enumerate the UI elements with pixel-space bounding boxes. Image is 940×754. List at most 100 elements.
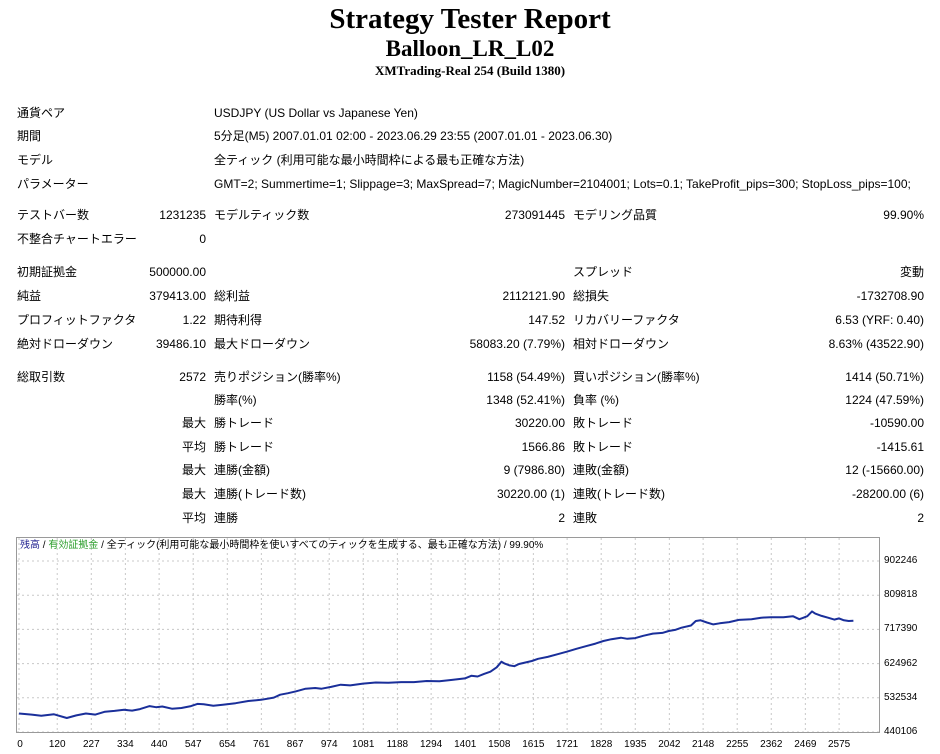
- average-loss-label: 敗トレード: [573, 440, 634, 454]
- x-tick-label: 1188: [386, 739, 409, 750]
- errors-value: 0: [199, 232, 206, 246]
- x-tick-label: 2042: [658, 739, 681, 750]
- short-positions-label: 売りポジション(勝率%): [214, 370, 341, 384]
- y-tick-label: 440106: [884, 726, 918, 737]
- largest-profit-label: 勝トレード: [214, 416, 275, 430]
- x-tick-label: 547: [184, 739, 202, 750]
- bars-value: 1231235: [159, 208, 206, 222]
- max-consec-wins-value: 9 (7986.80): [503, 463, 565, 477]
- report-title: Strategy Tester Report: [329, 3, 611, 35]
- short-positions-value: 1158 (54.49%): [487, 370, 565, 384]
- x-tick-label: 974: [320, 739, 338, 750]
- max-consec-profit-label: 連勝(トレード数): [214, 487, 306, 501]
- x-tick-label: 1828: [590, 739, 613, 750]
- x-tick-label: 1294: [420, 739, 443, 750]
- x-tick-label: 1935: [624, 739, 647, 750]
- x-tick-label: 0: [17, 739, 23, 750]
- y-tick-label: 532534: [884, 691, 918, 703]
- y-tick-label: 809818: [884, 589, 918, 601]
- avg-consec-wins-value: 2: [558, 511, 565, 525]
- avg-consec-wins-label: 連勝: [214, 511, 239, 525]
- symbol-label: 通貨ペア: [17, 106, 66, 120]
- x-tick-label: 2469: [794, 739, 817, 750]
- legend-balance: 残高: [20, 540, 40, 551]
- long-positions-value: 1414 (50.71%): [845, 370, 924, 384]
- legend-separator-1: /: [40, 540, 49, 551]
- quality-value: 99.90%: [883, 208, 924, 222]
- y-tick-label: 902246: [884, 555, 918, 566]
- recovery-factor-value: 6.53 (YRF: 0.40): [835, 313, 924, 327]
- max-consec-losses-label: 連敗(金額): [573, 463, 629, 477]
- x-tick-label: 654: [218, 739, 236, 750]
- average-profit-value: 1566.86: [521, 440, 565, 454]
- average-loss-value: -1415.61: [876, 440, 924, 454]
- average-profit-label: 勝トレード: [214, 440, 275, 454]
- y-tick-label: 624962: [884, 657, 918, 669]
- profit-factor-value: 1.22: [182, 313, 206, 327]
- x-tick-label: 440: [150, 739, 168, 750]
- quality-label: モデリング品質: [573, 208, 658, 222]
- max-consec-profit-value: 30220.00 (1): [496, 487, 565, 501]
- errors-label: 不整合チャートエラー: [17, 232, 137, 246]
- x-tick-label: 120: [48, 739, 66, 750]
- avg-consec-label: 平均: [181, 511, 206, 525]
- params-label: パラメーター: [17, 177, 89, 191]
- largest-loss-label: 敗トレード: [573, 416, 634, 430]
- x-tick-label: 2575: [827, 739, 851, 750]
- max-consec-loss-value: -28200.00 (6): [851, 487, 924, 501]
- x-tick-label: 867: [286, 739, 304, 750]
- x-tick-label: 2148: [691, 739, 715, 750]
- gross-profit-value: 2112121.90: [502, 289, 565, 303]
- maximal-drawdown-value: 58083.20 (7.79%): [469, 337, 565, 351]
- report-header: Strategy Tester Report Balloon_LR_L02 XM…: [0, 0, 940, 80]
- ticks-label: モデルティック数: [214, 208, 310, 222]
- balance-line: [18, 610, 854, 719]
- server-build: XMTrading-Real 254 (Build 1380): [374, 63, 566, 78]
- spread-value: 変動: [899, 265, 924, 279]
- max-consec2-label: 最大: [181, 487, 206, 501]
- legend-model: 全ティック(利用可能な最小時間枠を使いすべてのティックを生成する、最も正確な方法…: [106, 540, 544, 551]
- max-consec-losses-value: 12 (-15660.00): [845, 463, 924, 477]
- total-trades-label: 総取引数: [17, 370, 66, 384]
- legend-equity: 有効証拠金: [48, 540, 99, 551]
- x-tick-label: 761: [253, 739, 270, 750]
- x-tick-label: 227: [82, 739, 100, 750]
- avg-consec-losses-label: 連敗: [573, 511, 598, 525]
- chart-legend: 残高 / 有効証拠金 / 全ティック(利用可能な最小時間枠を使いすべてのティック…: [20, 539, 543, 552]
- x-tick-label: 2362: [760, 739, 783, 750]
- relative-drawdown-value: 8.63% (43522.90): [828, 337, 924, 351]
- net-profit-value: 379413.00: [149, 289, 206, 303]
- model-label: モデル: [17, 153, 54, 167]
- max-consec-label: 最大: [181, 463, 206, 477]
- params-value: GMT=2; Summertime=1; Slippage=3; MaxSpre…: [214, 177, 911, 191]
- maximal-drawdown-label: 最大ドローダウン: [214, 337, 311, 351]
- average-label: 平均: [181, 440, 206, 454]
- x-tick-label: 2255: [726, 739, 749, 750]
- period-label: 期間: [17, 129, 42, 143]
- largest-loss-value: -10590.00: [869, 416, 924, 430]
- relative-drawdown-label: 相対ドローダウン: [573, 337, 670, 351]
- gross-loss-value: -1732708.90: [856, 289, 924, 303]
- bars-label: テストバー数: [17, 208, 90, 222]
- recovery-factor-label: リカバリーファクタ: [573, 313, 680, 327]
- spread-label: スプレッド: [573, 265, 634, 279]
- x-tick-label: 1401: [454, 739, 477, 750]
- avg-consec-losses-value: 2: [917, 511, 924, 525]
- loss-trades-value: 1224 (47.59%): [845, 393, 924, 407]
- deposit-label: 初期証拠金: [17, 265, 78, 279]
- gross-profit-label: 総利益: [214, 289, 251, 303]
- expected-payoff-value: 147.52: [528, 313, 565, 327]
- x-tick-label: 1721: [555, 739, 579, 750]
- max-consec-loss-label: 連敗(トレード数): [573, 487, 665, 501]
- ea-name: Balloon_LR_L02: [385, 36, 555, 61]
- max-consec-wins-label: 連勝(金額): [214, 463, 270, 477]
- model-value: 全ティック (利用可能な最小時間枠による最も正確な方法): [214, 153, 525, 167]
- absolute-drawdown-value: 39486.10: [155, 337, 206, 351]
- ticks-value: 273091445: [504, 208, 565, 222]
- x-tick-label: 1615: [522, 739, 545, 750]
- loss-trades-label: 負率 (%): [573, 393, 619, 407]
- x-tick-label: 1081: [352, 739, 375, 750]
- period-value: 5分足(M5) 2007.01.01 02:00 - 2023.06.29 23…: [214, 129, 613, 143]
- largest-profit-value: 30220.00: [514, 416, 565, 430]
- absolute-drawdown-label: 絶対ドローダウン: [17, 337, 114, 351]
